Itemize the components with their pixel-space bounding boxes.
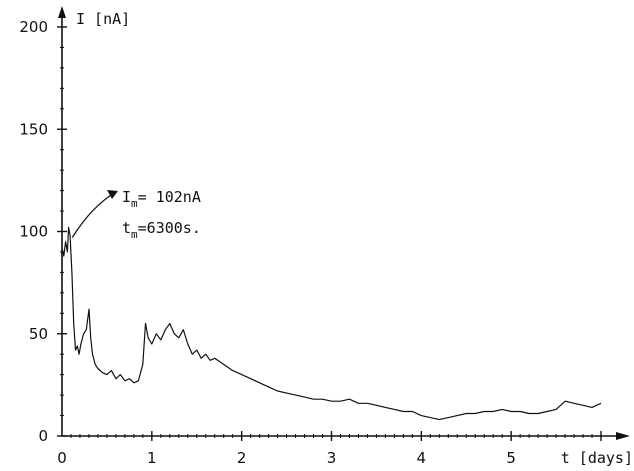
y-tick-label: 50 [29,325,48,343]
x-tick-label: 1 [147,449,157,467]
x-axis-label: t [days] [561,449,633,467]
x-tick-label: 0 [57,449,67,467]
series-group [61,226,602,421]
x-tick-label: 2 [237,449,247,467]
x-tick-label: 4 [417,449,427,467]
x-axis-arrow [616,432,630,440]
y-axis-arrow [58,6,66,18]
annotation: Im= 102nA tm=6300s. [71,188,201,241]
x-axis: 0 1 2 3 4 5 t [days] [57,431,633,467]
y-tick-label: 150 [19,120,48,138]
x-tick-label: 5 [506,449,516,467]
y-axis-label: I [nA] [76,10,130,28]
y-axis: 0 50 100 150 200 I [nA] [19,6,130,445]
y-tick-label: 100 [19,223,48,241]
annotation-peak-current: Im= 102nA [122,188,201,210]
annotation-peak-time: tm=6300s. [122,219,201,241]
annotation-arrow-head [107,190,118,199]
y-tick-label: 200 [19,18,48,36]
series-line [61,226,602,421]
annotation-arrow-line [71,191,117,238]
x-tick-label: 3 [327,449,337,467]
y-tick-label: 0 [38,427,48,445]
